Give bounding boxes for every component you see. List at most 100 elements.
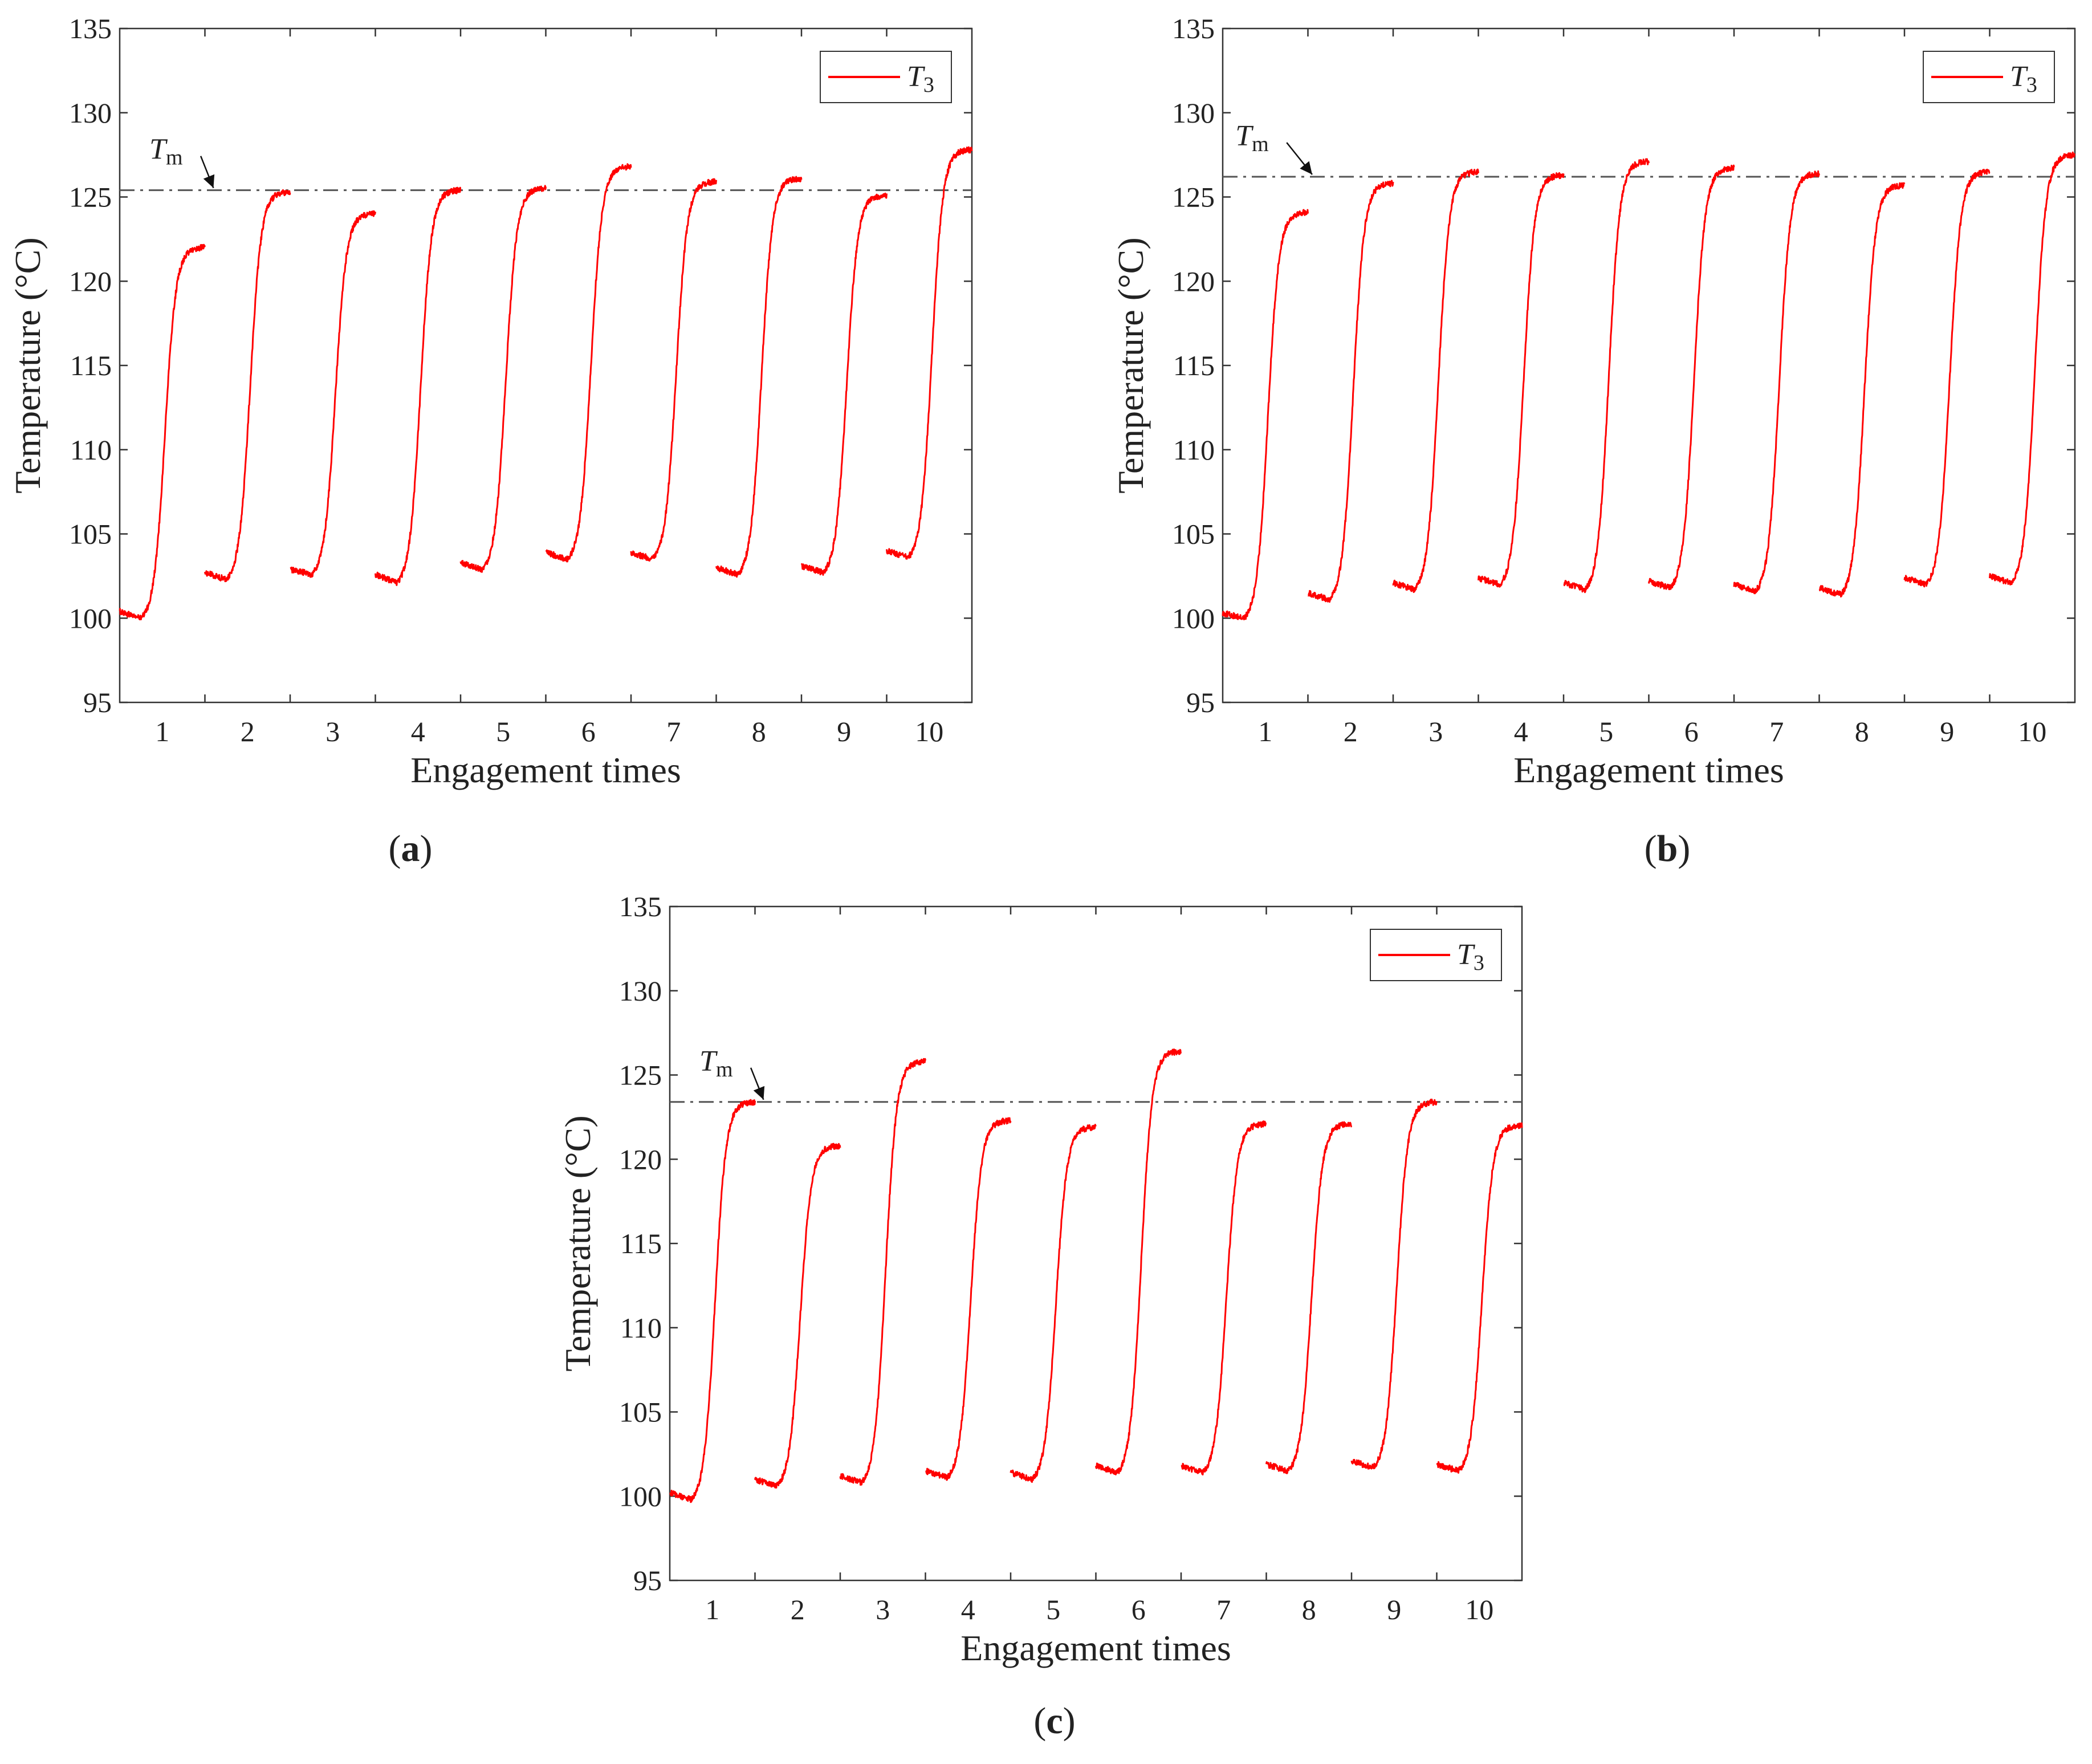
series-line-engagement-9: [1903, 168, 1991, 588]
y-tick-label: 100: [1172, 602, 1215, 634]
y-tick-label: 95: [83, 686, 112, 718]
series-line-engagement-9: [800, 192, 888, 576]
y-tick-label: 135: [1172, 13, 1215, 44]
x-tick-label: 6: [1684, 716, 1699, 747]
series-line-engagement-3: [1392, 168, 1479, 594]
x-tick-label: 9: [1387, 1594, 1401, 1625]
x-tick-label: 10: [1465, 1594, 1493, 1625]
tm-arrow-head: [1300, 161, 1312, 175]
panel-caption: (c): [1033, 1700, 1075, 1742]
series-line-engagement-6: [1648, 164, 1735, 591]
series-line-engagement-10: [886, 146, 973, 560]
series-t3: [669, 1048, 1523, 1503]
y-tick-label: 105: [69, 518, 112, 550]
series-line-engagement-2: [1307, 180, 1394, 603]
x-tick-label: 8: [1855, 716, 1869, 747]
legend: T3: [820, 51, 952, 103]
series-line-engagement-9: [1350, 1099, 1438, 1470]
y-tick-label: 95: [633, 1564, 662, 1596]
y-tick-label: 120: [619, 1143, 662, 1175]
legend-label: T3: [2010, 60, 2037, 97]
series-line-engagement-2: [204, 189, 291, 583]
series-line-engagement-5: [1010, 1124, 1097, 1483]
y-tick-label: 130: [1172, 97, 1215, 129]
y-tick-label: 125: [619, 1059, 662, 1091]
tm-arrow-head: [203, 174, 215, 188]
y-tick-label: 110: [70, 434, 112, 466]
legend-label: T3: [907, 60, 934, 97]
x-tick-label: 3: [1428, 716, 1443, 747]
x-axis-label: Engagement times: [410, 750, 681, 790]
x-tick-label: 4: [411, 716, 425, 747]
x-tick-label: 2: [241, 716, 255, 747]
x-tick-label: 7: [1769, 716, 1784, 747]
y-tick-label: 105: [1172, 518, 1215, 550]
x-tick-label: 3: [325, 716, 340, 747]
series-line-engagement-4: [375, 186, 462, 586]
x-axis-label: Engagement times: [960, 1628, 1231, 1668]
series-line-engagement-7: [630, 178, 717, 562]
x-tick-label: 1: [1258, 716, 1272, 747]
y-tick-label: 115: [620, 1228, 662, 1259]
series-line-engagement-4: [925, 1117, 1012, 1481]
series-line-engagement-2: [754, 1143, 841, 1489]
panel-a: 95 100 105 110 115 120 125 130 135 1 2 3 4 5 6 7 8 9 10 Eng…: [7, 13, 973, 869]
y-tick-label: 100: [69, 602, 112, 634]
x-tick-label: 9: [837, 716, 851, 747]
panel-caption: (b): [1645, 828, 1691, 869]
x-tick-label: 4: [961, 1594, 975, 1625]
x-tick-label: 4: [1514, 716, 1528, 747]
panel-c: 95 100 105 110 115 120 125 130 135 1 2 3 4 5 6 7 8 9 10 Eng…: [557, 891, 1523, 1742]
x-tick-label: 1: [155, 716, 169, 747]
y-tick-label: 125: [69, 181, 112, 213]
series-line-engagement-6: [1095, 1048, 1182, 1476]
y-tick-label: 130: [619, 975, 662, 1007]
y-tick-label: 120: [1172, 265, 1215, 297]
x-tick-label: 9: [1940, 716, 1954, 747]
series-line-engagement-7: [1733, 170, 1820, 595]
tm-arrow-head: [753, 1086, 765, 1100]
x-tick-label: 5: [496, 716, 510, 747]
x-tick-label: 8: [1302, 1594, 1316, 1625]
x-tick-label: 6: [1132, 1594, 1146, 1625]
x-axis-label: Engagement times: [1513, 750, 1784, 790]
series-t3: [119, 146, 973, 620]
series-line-engagement-5: [1563, 158, 1650, 594]
x-tick-label: 7: [1216, 1594, 1231, 1625]
y-tick-label: 110: [620, 1312, 662, 1344]
y-tick-label: 135: [69, 13, 112, 44]
x-tick-label: 5: [1046, 1594, 1060, 1625]
series-line-engagement-5: [459, 185, 547, 573]
panel-b: 95 100 105 110 115 120 125 130 135 1 2 3 4 5 6 7 8 9 10 Eng…: [1110, 13, 2076, 869]
x-tick-label: 2: [791, 1594, 805, 1625]
series-line-engagement-6: [545, 163, 632, 563]
x-tick-label: 3: [876, 1594, 890, 1625]
series-line-engagement-10: [1436, 1122, 1523, 1474]
y-axis-label: Temperature (°C): [557, 1115, 598, 1371]
tm-annotation-label: Tm: [1235, 120, 1268, 156]
y-tick-label: 115: [70, 349, 112, 381]
y-tick-label: 110: [1173, 434, 1215, 466]
y-tick-label: 95: [1186, 686, 1215, 718]
tm-annotation-label: Tm: [149, 133, 182, 170]
x-tick-label: 5: [1599, 716, 1613, 747]
series-line-engagement-4: [1478, 172, 1565, 588]
x-tick-label: 7: [666, 716, 681, 747]
y-axis-label: Temperature (°C): [1110, 237, 1151, 493]
series-line-engagement-3: [290, 210, 376, 578]
y-tick-label: 130: [69, 97, 112, 129]
tm-annotation-label: Tm: [699, 1045, 732, 1082]
y-tick-label: 105: [619, 1396, 662, 1428]
y-tick-label: 125: [1172, 181, 1215, 213]
x-tick-label: 6: [581, 716, 596, 747]
x-tick-label: 10: [915, 716, 943, 747]
x-tick-label: 10: [2018, 716, 2046, 747]
x-tick-label: 2: [1344, 716, 1358, 747]
series-line-engagement-10: [1989, 151, 2075, 586]
series-line-engagement-7: [1181, 1120, 1267, 1476]
y-tick-label: 120: [69, 265, 112, 297]
y-tick-label: 115: [1173, 349, 1215, 381]
series-line-engagement-8: [715, 176, 803, 578]
